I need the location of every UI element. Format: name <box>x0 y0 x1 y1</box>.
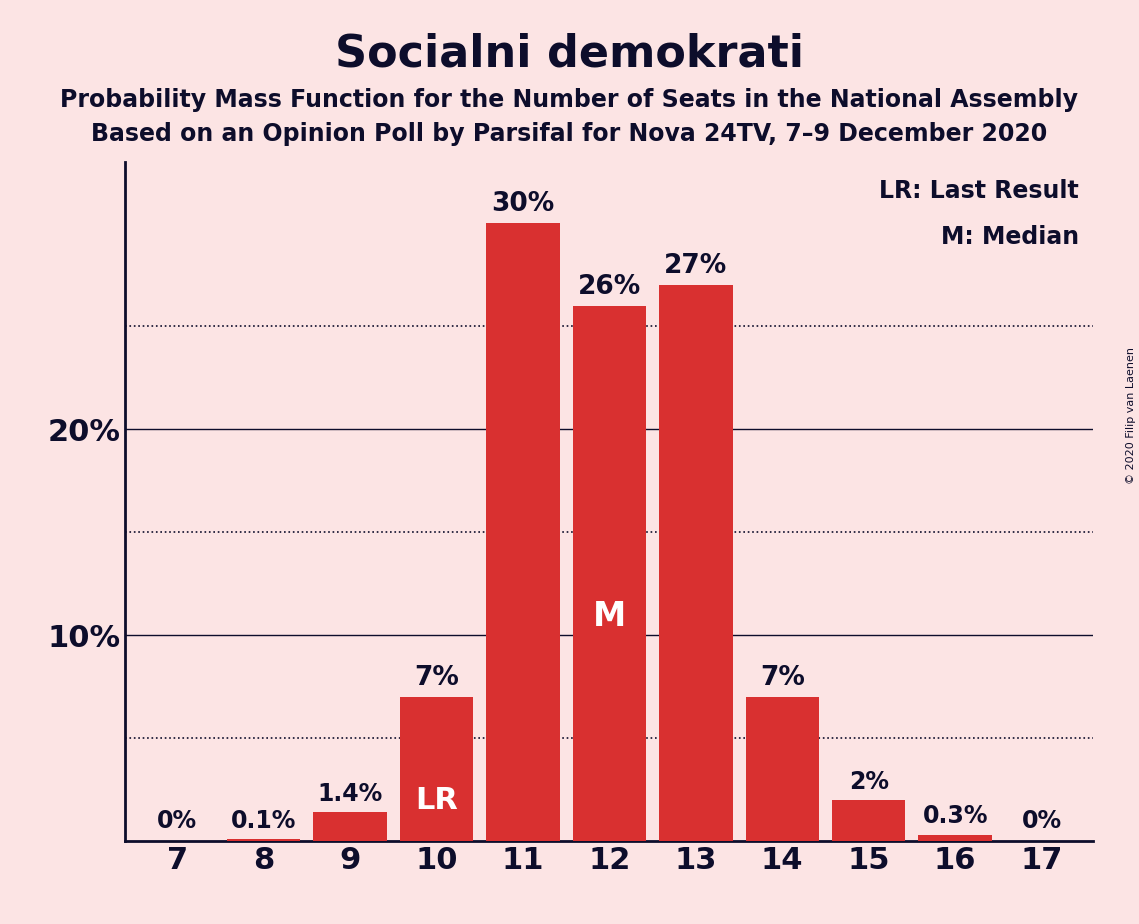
Text: 0%: 0% <box>157 808 197 833</box>
Text: LR: Last Result
M: Median: LR: Last Result M: Median <box>879 178 1079 249</box>
Text: Socialni demokrati: Socialni demokrati <box>335 32 804 76</box>
Bar <box>831 799 906 841</box>
Bar <box>486 224 559 841</box>
Bar <box>313 812 387 841</box>
Text: 7%: 7% <box>760 664 804 690</box>
Text: 0.1%: 0.1% <box>231 808 296 833</box>
Bar <box>659 286 732 841</box>
Text: 7%: 7% <box>415 664 459 690</box>
Text: 27%: 27% <box>664 253 728 279</box>
Text: Based on an Opinion Poll by Parsifal for Nova 24TV, 7–9 December 2020: Based on an Opinion Poll by Parsifal for… <box>91 122 1048 146</box>
Text: 1.4%: 1.4% <box>318 782 383 806</box>
Text: © 2020 Filip van Laenen: © 2020 Filip van Laenen <box>1126 347 1136 484</box>
Text: LR: LR <box>415 786 458 815</box>
Text: 30%: 30% <box>491 191 555 217</box>
Text: Probability Mass Function for the Number of Seats in the National Assembly: Probability Mass Function for the Number… <box>60 88 1079 112</box>
Text: 0.3%: 0.3% <box>923 805 988 829</box>
Text: 26%: 26% <box>577 274 641 299</box>
Text: 0%: 0% <box>1022 808 1062 833</box>
Bar <box>400 697 473 841</box>
Text: M: M <box>592 600 626 633</box>
Bar <box>918 834 992 841</box>
Text: 2%: 2% <box>849 770 888 794</box>
Bar <box>227 839 301 841</box>
Bar <box>746 697 819 841</box>
Bar <box>573 306 646 841</box>
